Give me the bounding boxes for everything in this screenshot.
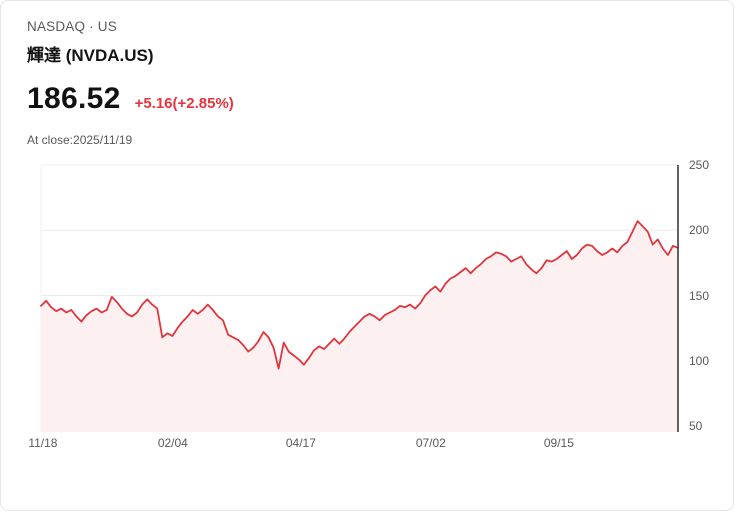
y-axis-tick: 200	[689, 223, 710, 238]
price-row: 186.52 +5.16(+2.85%)	[27, 82, 707, 116]
quote-header: NASDAQ · US 輝達 (NVDA.US) 186.52 +5.16(+2…	[1, 1, 733, 147]
price-change: +5.16(+2.85%)	[134, 95, 234, 112]
close-timestamp: At close:2025/11/19	[27, 133, 133, 147]
x-axis-tick: 07/02	[415, 436, 446, 450]
exchange-label: NASDAQ · US	[27, 19, 117, 34]
y-axis-tick: 150	[689, 288, 710, 303]
y-axis-tick: 250	[689, 158, 710, 172]
y-axis-tick: 100	[689, 353, 710, 368]
y-axis-tick: 50	[689, 419, 703, 433]
price-area-chart[interactable]: 250 200 150 100 50 11/18 02/04 04/17 07/02 09/15	[1, 157, 733, 462]
stock-title: 輝達 (NVDA.US)	[27, 46, 154, 65]
x-axis-tick: 04/17	[285, 436, 316, 450]
area-fill	[41, 221, 678, 432]
area-chart-svg	[40, 164, 679, 432]
price-line	[40, 220, 679, 370]
x-axis-tick: 02/04	[157, 436, 188, 450]
last-price: 186.52	[27, 82, 121, 115]
x-axis-tick: 09/15	[543, 436, 574, 450]
x-axis-tick: 11/18	[28, 436, 58, 450]
